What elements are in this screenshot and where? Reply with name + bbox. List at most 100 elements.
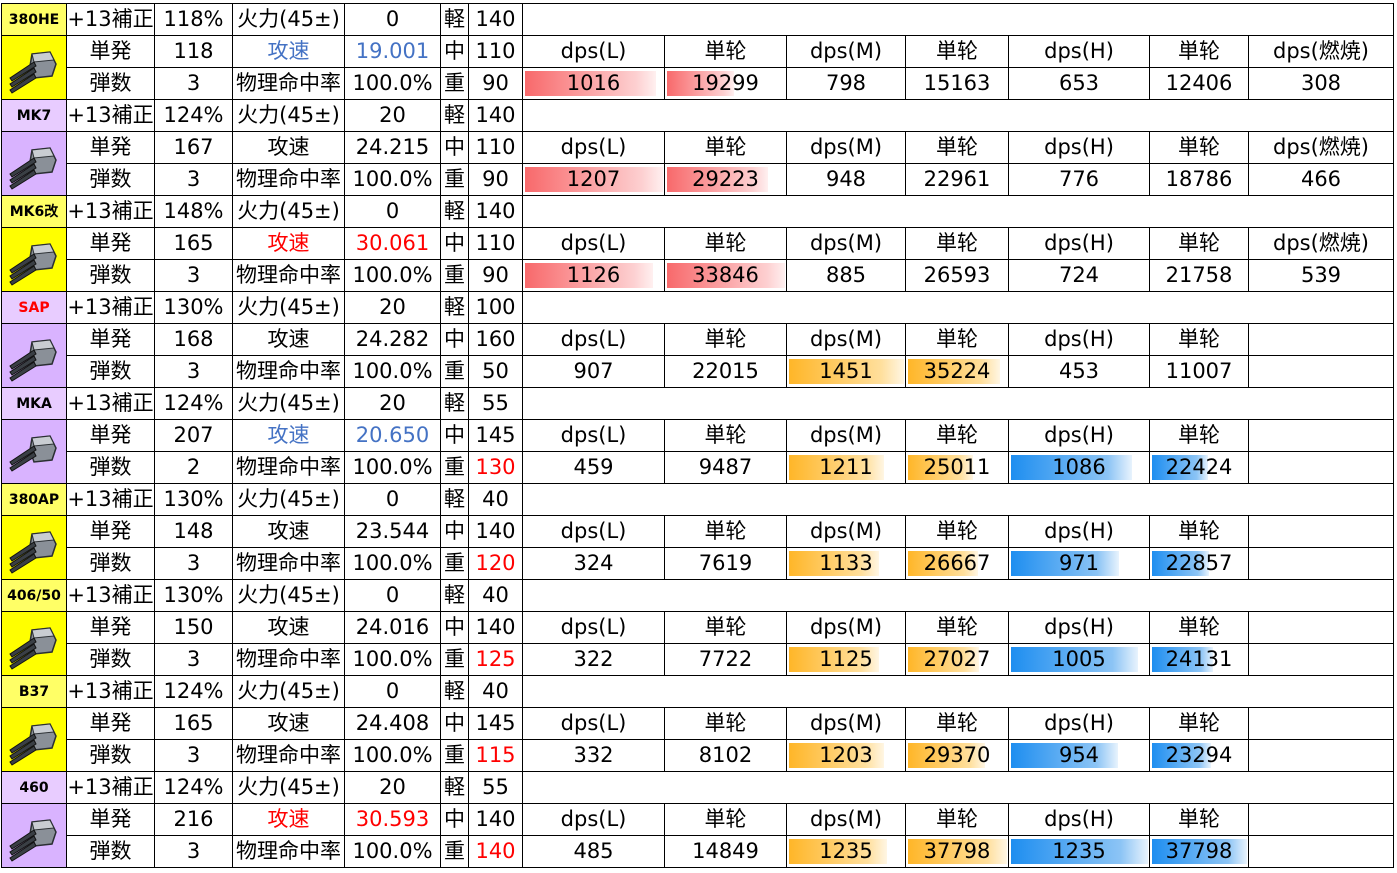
light-label[interactable]: 軽 bbox=[441, 4, 469, 36]
single-value[interactable]: 148 bbox=[155, 516, 233, 548]
header-round[interactable]: 単轮 bbox=[665, 324, 787, 356]
light-value[interactable]: 140 bbox=[469, 4, 523, 36]
value-dpsL[interactable]: 485 bbox=[523, 836, 665, 868]
medium-label[interactable]: 中 bbox=[441, 132, 469, 164]
value-rH[interactable]: 12406 bbox=[1150, 68, 1249, 100]
gun-image-cell[interactable] bbox=[2, 804, 67, 868]
count-label[interactable]: 弾数 bbox=[67, 740, 155, 772]
header-dps-burn[interactable]: dps(燃焼) bbox=[1249, 132, 1394, 164]
header-round[interactable]: 単轮 bbox=[906, 324, 1009, 356]
light-label[interactable]: 軽 bbox=[441, 196, 469, 228]
header-round[interactable]: 単轮 bbox=[906, 612, 1009, 644]
medium-value[interactable]: 145 bbox=[469, 708, 523, 740]
accuracy-value[interactable]: 100.0% bbox=[345, 644, 441, 676]
gun-name-cell[interactable]: MK6改 bbox=[2, 196, 67, 228]
header-dps-m[interactable]: dps(M) bbox=[787, 804, 906, 836]
header-round[interactable]: 単轮 bbox=[665, 516, 787, 548]
gun-image-cell[interactable] bbox=[2, 132, 67, 196]
single-value[interactable]: 118 bbox=[155, 36, 233, 68]
bonus-value[interactable]: 130% bbox=[155, 580, 233, 612]
firepower-value[interactable]: 0 bbox=[345, 580, 441, 612]
count-label[interactable]: 弾数 bbox=[67, 452, 155, 484]
value-rL[interactable]: 7722 bbox=[665, 644, 787, 676]
bonus-label[interactable]: +13補正 bbox=[67, 196, 155, 228]
heavy-value[interactable]: 115 bbox=[469, 740, 523, 772]
light-value[interactable]: 55 bbox=[469, 772, 523, 804]
header-round[interactable]: 単轮 bbox=[665, 420, 787, 452]
header-dps-l[interactable]: dps(L) bbox=[523, 420, 665, 452]
empty-cell[interactable] bbox=[523, 388, 1394, 420]
firepower-label[interactable]: 火力(45±) bbox=[233, 388, 345, 420]
light-label[interactable]: 軽 bbox=[441, 580, 469, 612]
value-rL[interactable]: 8102 bbox=[665, 740, 787, 772]
count-label[interactable]: 弾数 bbox=[67, 356, 155, 388]
gun-name-cell[interactable]: SAP bbox=[2, 292, 67, 324]
header-round[interactable]: 単轮 bbox=[906, 804, 1009, 836]
heavy-label[interactable]: 重 bbox=[441, 260, 469, 292]
single-label[interactable]: 単発 bbox=[67, 36, 155, 68]
empty-cell[interactable] bbox=[1249, 420, 1394, 452]
accuracy-label[interactable]: 物理命中率 bbox=[233, 356, 345, 388]
gun-name-cell[interactable]: MKA bbox=[2, 388, 67, 420]
firepower-value[interactable]: 20 bbox=[345, 100, 441, 132]
header-dps-l[interactable]: dps(L) bbox=[523, 36, 665, 68]
firepower-label[interactable]: 火力(45±) bbox=[233, 676, 345, 708]
header-round[interactable]: 単轮 bbox=[1150, 324, 1249, 356]
value-dpsH[interactable]: 724 bbox=[1009, 260, 1150, 292]
header-dps-burn[interactable]: dps(燃焼) bbox=[1249, 228, 1394, 260]
accuracy-label[interactable]: 物理命中率 bbox=[233, 836, 345, 868]
value-rL[interactable]: 22015 bbox=[665, 356, 787, 388]
value-dpsM[interactable]: 948 bbox=[787, 164, 906, 196]
header-dps-l[interactable]: dps(L) bbox=[523, 228, 665, 260]
value-dpsH[interactable]: 453 bbox=[1009, 356, 1150, 388]
single-value[interactable]: 165 bbox=[155, 708, 233, 740]
heavy-label[interactable]: 重 bbox=[441, 740, 469, 772]
accuracy-value[interactable]: 100.0% bbox=[345, 836, 441, 868]
gun-name-cell[interactable]: B37 bbox=[2, 676, 67, 708]
header-round[interactable]: 単轮 bbox=[1150, 36, 1249, 68]
header-round[interactable]: 単轮 bbox=[906, 516, 1009, 548]
header-dps-m[interactable]: dps(M) bbox=[787, 420, 906, 452]
medium-label[interactable]: 中 bbox=[441, 708, 469, 740]
header-dps-l[interactable]: dps(L) bbox=[523, 708, 665, 740]
header-round[interactable]: 単轮 bbox=[665, 708, 787, 740]
header-dps-h[interactable]: dps(H) bbox=[1009, 420, 1150, 452]
header-round[interactable]: 単轮 bbox=[1150, 612, 1249, 644]
value-rH[interactable]: 37798 bbox=[1150, 836, 1249, 868]
speed-label[interactable]: 攻速 bbox=[233, 804, 345, 836]
header-dps-h[interactable]: dps(H) bbox=[1009, 516, 1150, 548]
single-value[interactable]: 168 bbox=[155, 324, 233, 356]
value-rL[interactable]: 9487 bbox=[665, 452, 787, 484]
speed-value[interactable]: 20.650 bbox=[345, 420, 441, 452]
value-rM[interactable]: 22961 bbox=[906, 164, 1009, 196]
empty-cell[interactable] bbox=[1249, 836, 1394, 868]
header-dps-l[interactable]: dps(L) bbox=[523, 132, 665, 164]
light-label[interactable]: 軽 bbox=[441, 100, 469, 132]
heavy-value[interactable]: 50 bbox=[469, 356, 523, 388]
single-label[interactable]: 単発 bbox=[67, 420, 155, 452]
speed-label[interactable]: 攻速 bbox=[233, 516, 345, 548]
header-dps-l[interactable]: dps(L) bbox=[523, 324, 665, 356]
accuracy-label[interactable]: 物理命中率 bbox=[233, 644, 345, 676]
empty-cell[interactable] bbox=[1249, 644, 1394, 676]
count-value[interactable]: 3 bbox=[155, 836, 233, 868]
empty-cell[interactable] bbox=[523, 196, 1394, 228]
value-rM[interactable]: 26593 bbox=[906, 260, 1009, 292]
medium-value[interactable]: 110 bbox=[469, 132, 523, 164]
value-dpsM[interactable]: 1125 bbox=[787, 644, 906, 676]
header-round[interactable]: 単轮 bbox=[1150, 804, 1249, 836]
accuracy-value[interactable]: 100.0% bbox=[345, 740, 441, 772]
count-label[interactable]: 弾数 bbox=[67, 644, 155, 676]
empty-cell[interactable] bbox=[1249, 804, 1394, 836]
value-burn[interactable]: 539 bbox=[1249, 260, 1394, 292]
value-burn[interactable]: 308 bbox=[1249, 68, 1394, 100]
bonus-label[interactable]: +13補正 bbox=[67, 100, 155, 132]
single-label[interactable]: 単発 bbox=[67, 804, 155, 836]
speed-value[interactable]: 24.282 bbox=[345, 324, 441, 356]
heavy-label[interactable]: 重 bbox=[441, 644, 469, 676]
count-value[interactable]: 2 bbox=[155, 452, 233, 484]
medium-label[interactable]: 中 bbox=[441, 516, 469, 548]
accuracy-value[interactable]: 100.0% bbox=[345, 68, 441, 100]
heavy-value[interactable]: 140 bbox=[469, 836, 523, 868]
value-rL[interactable]: 7619 bbox=[665, 548, 787, 580]
